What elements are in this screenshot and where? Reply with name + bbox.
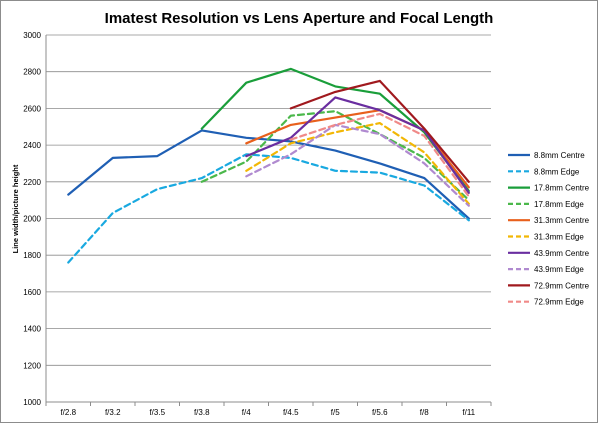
x-tick-label: f/4: [242, 408, 251, 417]
legend-label: 43.9mm Centre: [534, 249, 590, 258]
series-line-72-9mm-centre: [289, 79, 470, 183]
series-lines: [67, 67, 470, 264]
chart-title: Imatest Resolution vs Lens Aperture and …: [105, 10, 494, 27]
x-tick-label: f/4.5: [283, 408, 299, 417]
legend-label: 43.9mm Edge: [534, 265, 584, 274]
series-line-17-8mm-centre: [200, 67, 470, 193]
x-tick-label: f/5.6: [372, 408, 388, 417]
y-tick-label: 1400: [23, 325, 41, 334]
series-line-43-9mm-edge: [245, 123, 470, 207]
legend-label: 8.8mm Centre: [534, 151, 585, 160]
y-tick-label: 2000: [23, 215, 41, 224]
y-tick-label: 2200: [23, 178, 41, 187]
series-line-43-9mm-centre: [245, 96, 470, 194]
x-tick-label: f/11: [462, 408, 475, 417]
y-tick-label: 2600: [23, 104, 41, 113]
x-tick-label: f/5: [331, 408, 340, 417]
x-tick-label: f/3.5: [149, 408, 165, 417]
legend-label: 8.8mm Edge: [534, 167, 580, 176]
y-tick-label: 1600: [23, 288, 41, 297]
y-tick-label: 2400: [23, 141, 41, 150]
y-tick-label: 1000: [23, 398, 41, 407]
legend-label: 31.3mm Centre: [534, 216, 590, 225]
legend-label: 17.8mm Edge: [534, 200, 584, 209]
legend-label: 72.9mm Centre: [534, 281, 590, 290]
y-axis-label: Line width/picture height: [11, 164, 20, 253]
x-tick-label: f/3.8: [194, 408, 210, 417]
axes: 1000 1200 1400 1600 1800 2000 2200 2400 2600 2800…: [23, 31, 492, 417]
x-tick-label: f/3.2: [105, 408, 121, 417]
gridlines: [46, 34, 491, 403]
y-tick-label: 2800: [23, 68, 41, 77]
y-tick-label: 1200: [23, 361, 41, 370]
legend: 8.8mm Centre 8.8mm Edge 17.8mm Centre 17.8m…: [508, 151, 590, 307]
series-line-72-9mm-edge: [289, 112, 470, 198]
y-tick-label: 1800: [23, 251, 41, 260]
y-tick-label: 3000: [23, 31, 41, 40]
series-line-31-3mm-edge: [245, 121, 470, 205]
x-tick-label: f/8: [420, 408, 429, 417]
x-tick-label: f/2.8: [60, 408, 76, 417]
series-line-8-8mm-edge: [67, 153, 470, 264]
legend-label: 31.3mm Edge: [534, 233, 584, 242]
legend-label: 72.9mm Edge: [534, 298, 584, 307]
legend-label: 17.8mm Centre: [534, 184, 590, 193]
